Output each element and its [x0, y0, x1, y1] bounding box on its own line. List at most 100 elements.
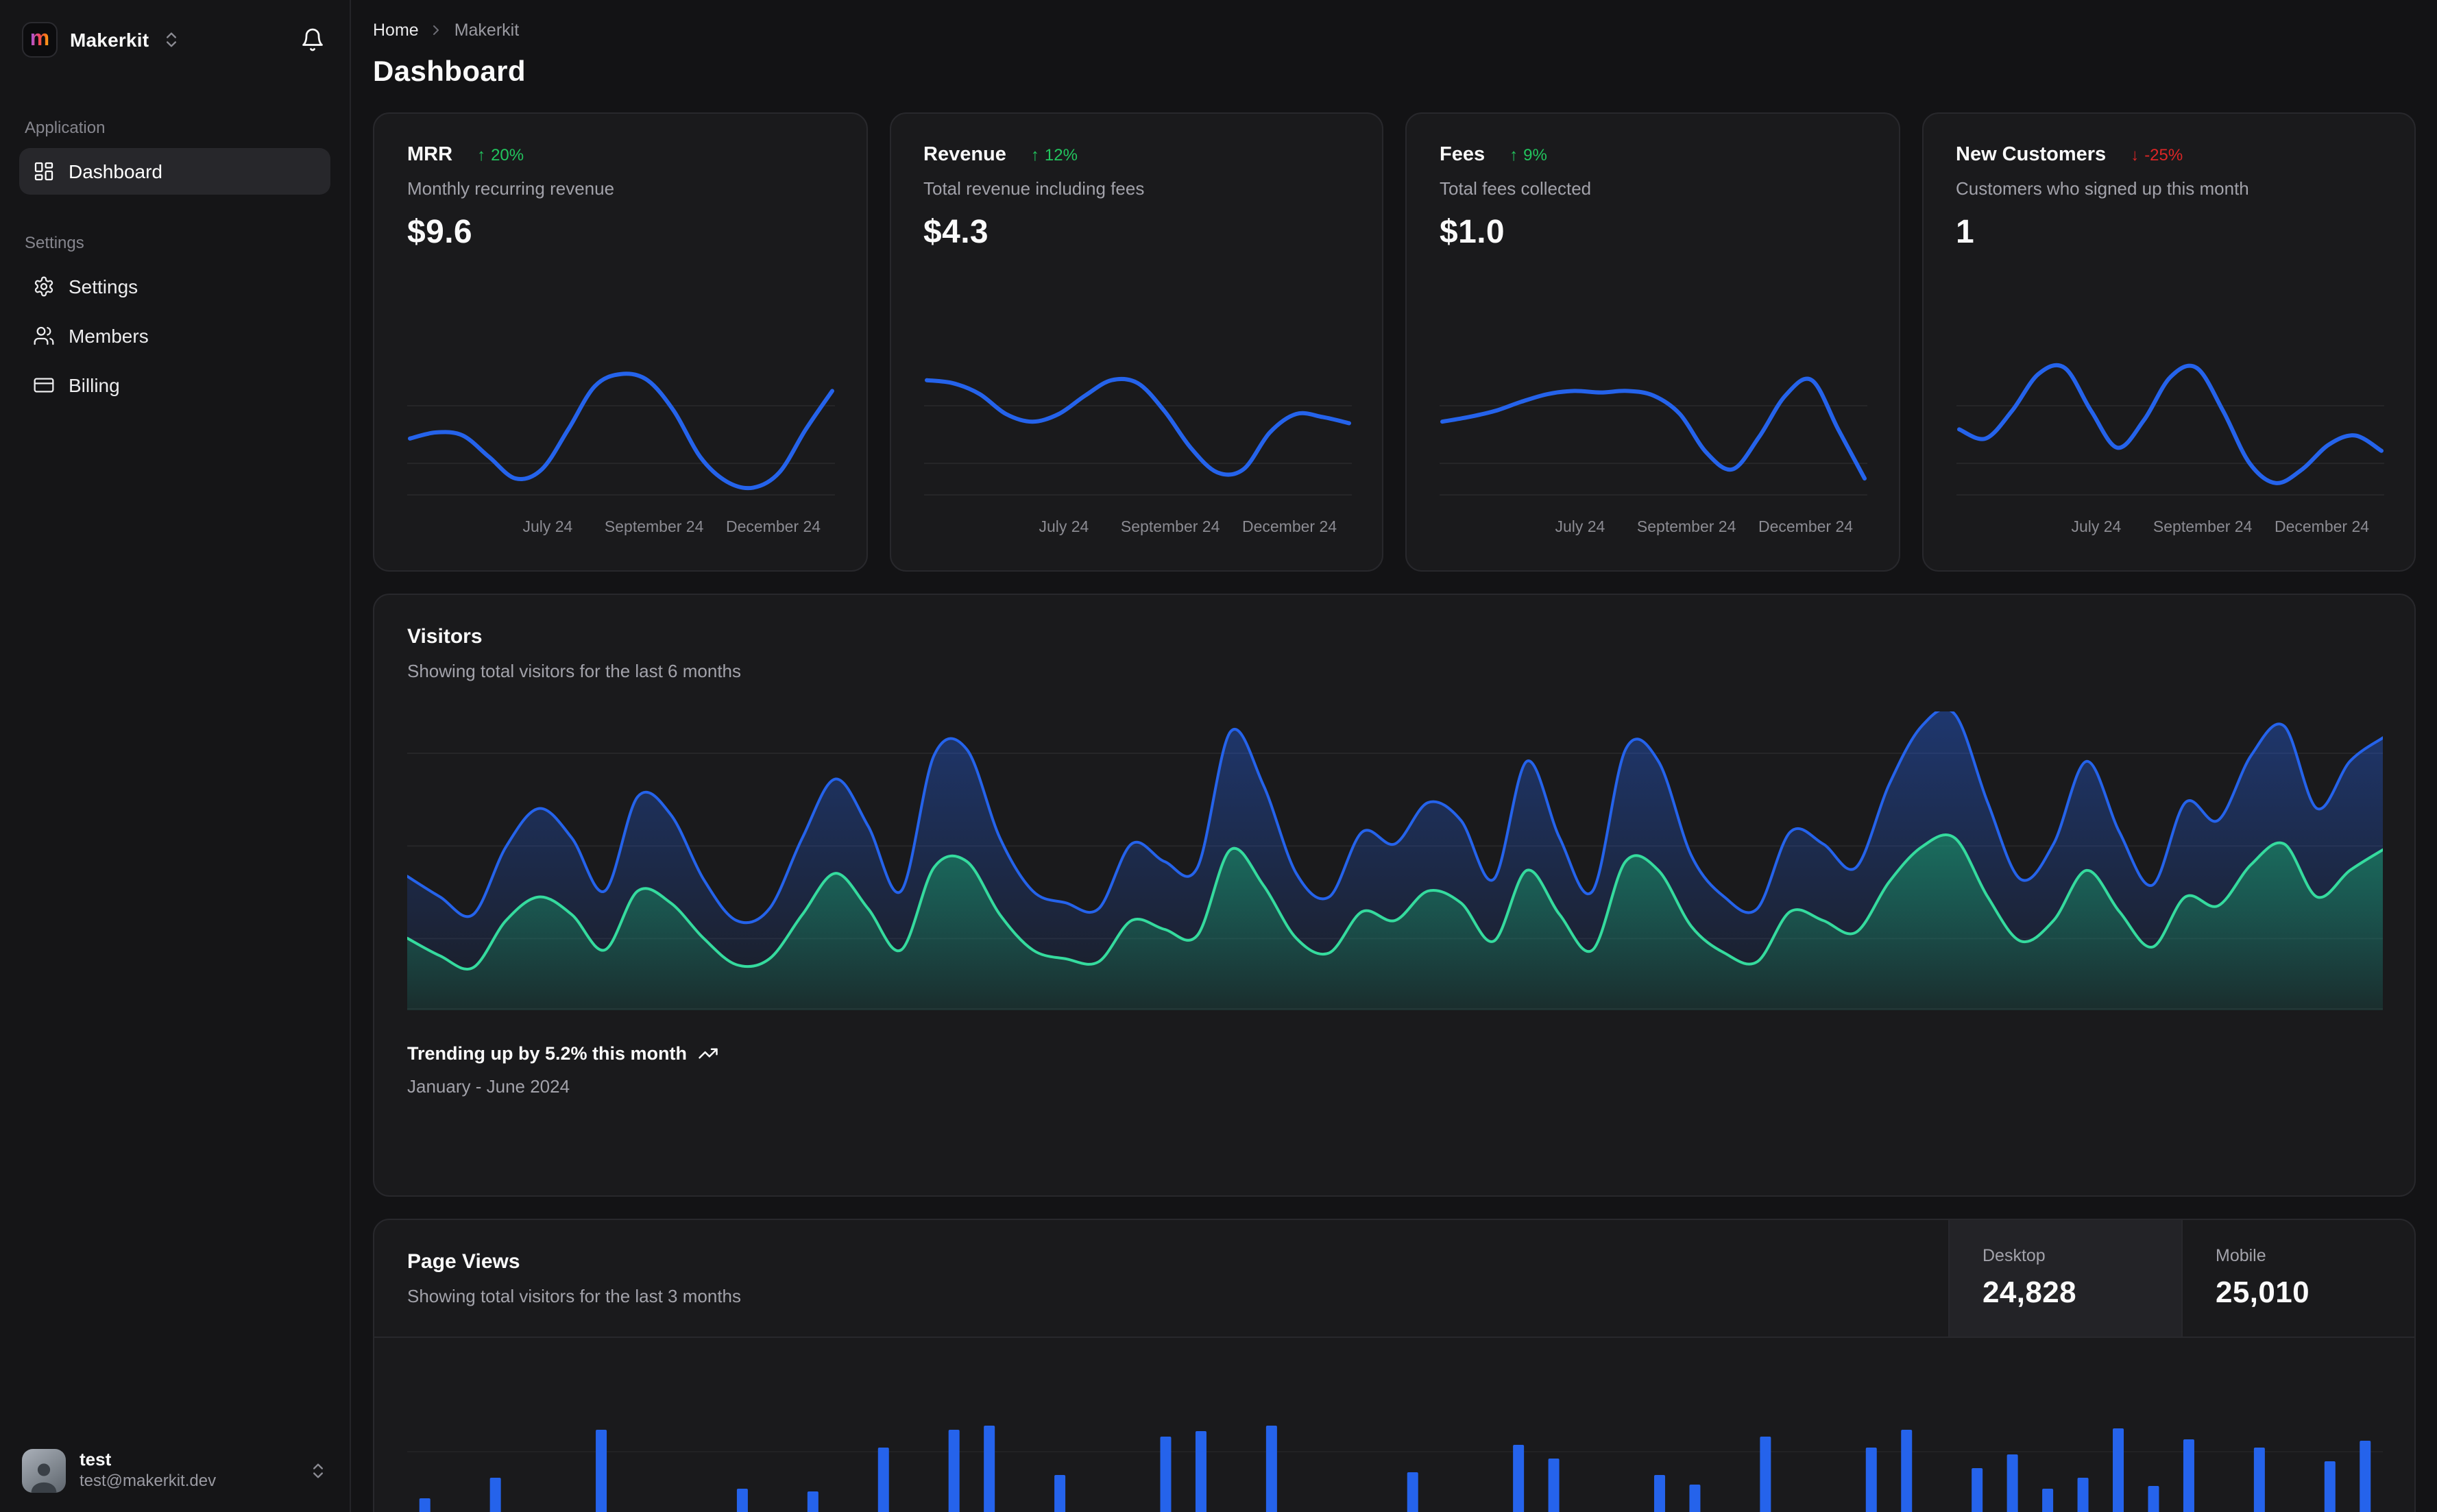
chevron-right-icon — [428, 22, 445, 38]
sidebar-item-settings[interactable]: Settings — [19, 263, 330, 310]
page-title: Dashboard — [373, 56, 526, 88]
stat-label: Mobile — [2216, 1246, 2266, 1265]
x-tick: December 24 — [2274, 520, 2370, 536]
trend-badge: ↓ -25% — [2131, 145, 2183, 164]
x-tick: July 24 — [2071, 520, 2122, 536]
stat-subtitle: Total fees collected — [1440, 178, 1592, 199]
visitors-area-chart — [407, 711, 2383, 1010]
sidebar-item-label: Billing — [69, 374, 120, 396]
visitors-trend-text: Trending up by 5.2% this month — [407, 1043, 688, 1064]
trend-value: 20% — [491, 145, 524, 164]
workspace-name: Makerkit — [70, 29, 149, 51]
stat-subtitle: Customers who signed up this month — [1956, 178, 2249, 199]
trend-up-arrow-icon: ↑ — [477, 145, 486, 164]
visitors-footer: Trending up by 5.2% this month — [407, 1043, 2381, 1064]
line-chart — [407, 371, 835, 496]
x-tick: July 24 — [1039, 520, 1089, 536]
trend-value: -25% — [2144, 145, 2183, 164]
chevrons-up-down-icon — [313, 1463, 323, 1478]
page-views-header: Page Views Showing total visitors for th… — [374, 1220, 2414, 1338]
stat-value: 25,010 — [2216, 1275, 2309, 1309]
stat-cards-row: MRR ↑ 20% Monthly recurring revenue $9.6… — [373, 112, 2416, 572]
trend-up-arrow-icon: ↑ — [1030, 145, 1039, 164]
trend-badge: ↑ 9% — [1510, 145, 1547, 164]
chevrons-up-down-icon — [166, 32, 176, 47]
gear-icon — [34, 276, 53, 297]
page-views-title: Page Views — [407, 1250, 520, 1273]
breadcrumb-current: Makerkit — [454, 21, 520, 40]
page-views-card: Page Views Showing total visitors for th… — [373, 1219, 2416, 1512]
trend-badge: ↑ 20% — [477, 145, 524, 164]
x-tick: July 24 — [522, 520, 573, 536]
page-views-chart-area — [374, 1338, 2414, 1512]
stat-title: Revenue — [923, 144, 1006, 166]
breadcrumb: Home Makerkit — [373, 19, 2416, 41]
x-tick: December 24 — [1758, 520, 1854, 536]
sidebar-item-members[interactable]: Members — [19, 313, 330, 359]
stat-label: Desktop — [1983, 1246, 2046, 1265]
nav-section-label: Application — [25, 118, 106, 137]
trend-value: 12% — [1044, 145, 1078, 164]
stat-card-mrr: MRR ↑ 20% Monthly recurring revenue $9.6… — [373, 112, 867, 572]
line-chart — [1956, 363, 2384, 496]
x-tick: September 24 — [604, 520, 704, 536]
user-avatar — [22, 1449, 66, 1493]
stat-title: Fees — [1440, 144, 1486, 166]
stat-card-fees: Fees ↑ 9% Total fees collected $1.0 July… — [1405, 112, 1900, 572]
x-tick: December 24 — [725, 520, 821, 536]
visitors-date-range: January - June 2024 — [407, 1076, 570, 1097]
page-views-header-text: Page Views Showing total visitors for th… — [374, 1220, 1948, 1337]
user-email: test@makerkit.dev — [80, 1471, 217, 1491]
sidebar-item-label: Settings — [69, 276, 138, 297]
trend-up-arrow-icon: ↑ — [1510, 145, 1518, 164]
x-tick: July 24 — [1555, 520, 1605, 536]
user-name: test — [80, 1449, 112, 1470]
trending-up-icon — [699, 1048, 718, 1059]
mini-chart-revenue: July 24 September 24 December 24 — [923, 332, 1351, 540]
x-axis-ticks: July 24 September 24 December 24 — [407, 520, 833, 540]
visitors-subtitle: Showing total visitors for the last 6 mo… — [407, 661, 742, 681]
x-axis-ticks: July 24 September 24 December 24 — [1440, 520, 1865, 540]
main-content: Home Makerkit Dashboard MRR ↑ 20% Monthl… — [351, 0, 2437, 1512]
notifications-button[interactable] — [298, 25, 328, 55]
sidebar-item-dashboard[interactable]: Dashboard — [19, 148, 330, 195]
bell-icon — [302, 28, 323, 51]
nav-section-label: Settings — [25, 233, 84, 252]
x-axis-ticks: July 24 September 24 December 24 — [1956, 520, 2381, 540]
page-views-bar-chart — [407, 1426, 2383, 1512]
x-tick: September 24 — [1636, 520, 1736, 536]
trend-value: 9% — [1523, 145, 1547, 164]
workspace-selector[interactable]: m Makerkit — [22, 22, 180, 58]
line-chart — [1440, 376, 1867, 496]
sidebar: m Makerkit Application — [0, 0, 351, 1512]
visitors-card: Visitors Showing total visitors for the … — [373, 594, 2416, 1197]
sidebar-item-billing[interactable]: Billing — [19, 362, 330, 409]
dashboard-icon — [34, 162, 53, 181]
breadcrumb-home-link[interactable]: Home — [373, 21, 419, 40]
mini-chart-new-customers: July 24 September 24 December 24 — [1956, 332, 2384, 540]
stat-value: $9.6 — [407, 214, 473, 251]
sidebar-nav: Application Dashboard Settings Set — [19, 118, 330, 1435]
person-icon — [31, 1463, 57, 1493]
stat-card-new-customers: New Customers ↓ -25% Customers who signe… — [1921, 112, 2416, 572]
mini-chart-mrr: July 24 September 24 December 24 — [407, 332, 835, 540]
user-menu[interactable]: test test@makerkit.dev — [22, 1435, 328, 1493]
trend-badge: ↑ 12% — [1031, 145, 1078, 164]
line-chart — [923, 376, 1351, 496]
stat-subtitle: Total revenue including fees — [923, 178, 1145, 199]
x-tick: December 24 — [1241, 520, 1337, 536]
page-views-toggle-mobile[interactable]: Mobile 25,010 — [2181, 1220, 2414, 1337]
makerkit-logo-letter: m — [29, 27, 50, 51]
mini-chart-fees: July 24 September 24 December 24 — [1440, 332, 1867, 540]
nav-section-application: Application Dashboard — [19, 118, 330, 195]
credit-card-icon — [34, 378, 54, 393]
page-views-toggle-desktop[interactable]: Desktop 24,828 — [1948, 1220, 2181, 1337]
page-views-subtitle: Showing total visitors for the last 3 mo… — [407, 1286, 742, 1306]
nav-section-settings: Settings Settings Members — [22, 233, 328, 409]
x-tick: September 24 — [1120, 520, 1220, 536]
sidebar-item-label: Dashboard — [69, 160, 162, 182]
stat-card-revenue: Revenue ↑ 12% Total revenue including fe… — [889, 112, 1383, 572]
user-meta: test test@makerkit.dev — [80, 1449, 295, 1493]
sidebar-item-label: Members — [69, 325, 149, 347]
